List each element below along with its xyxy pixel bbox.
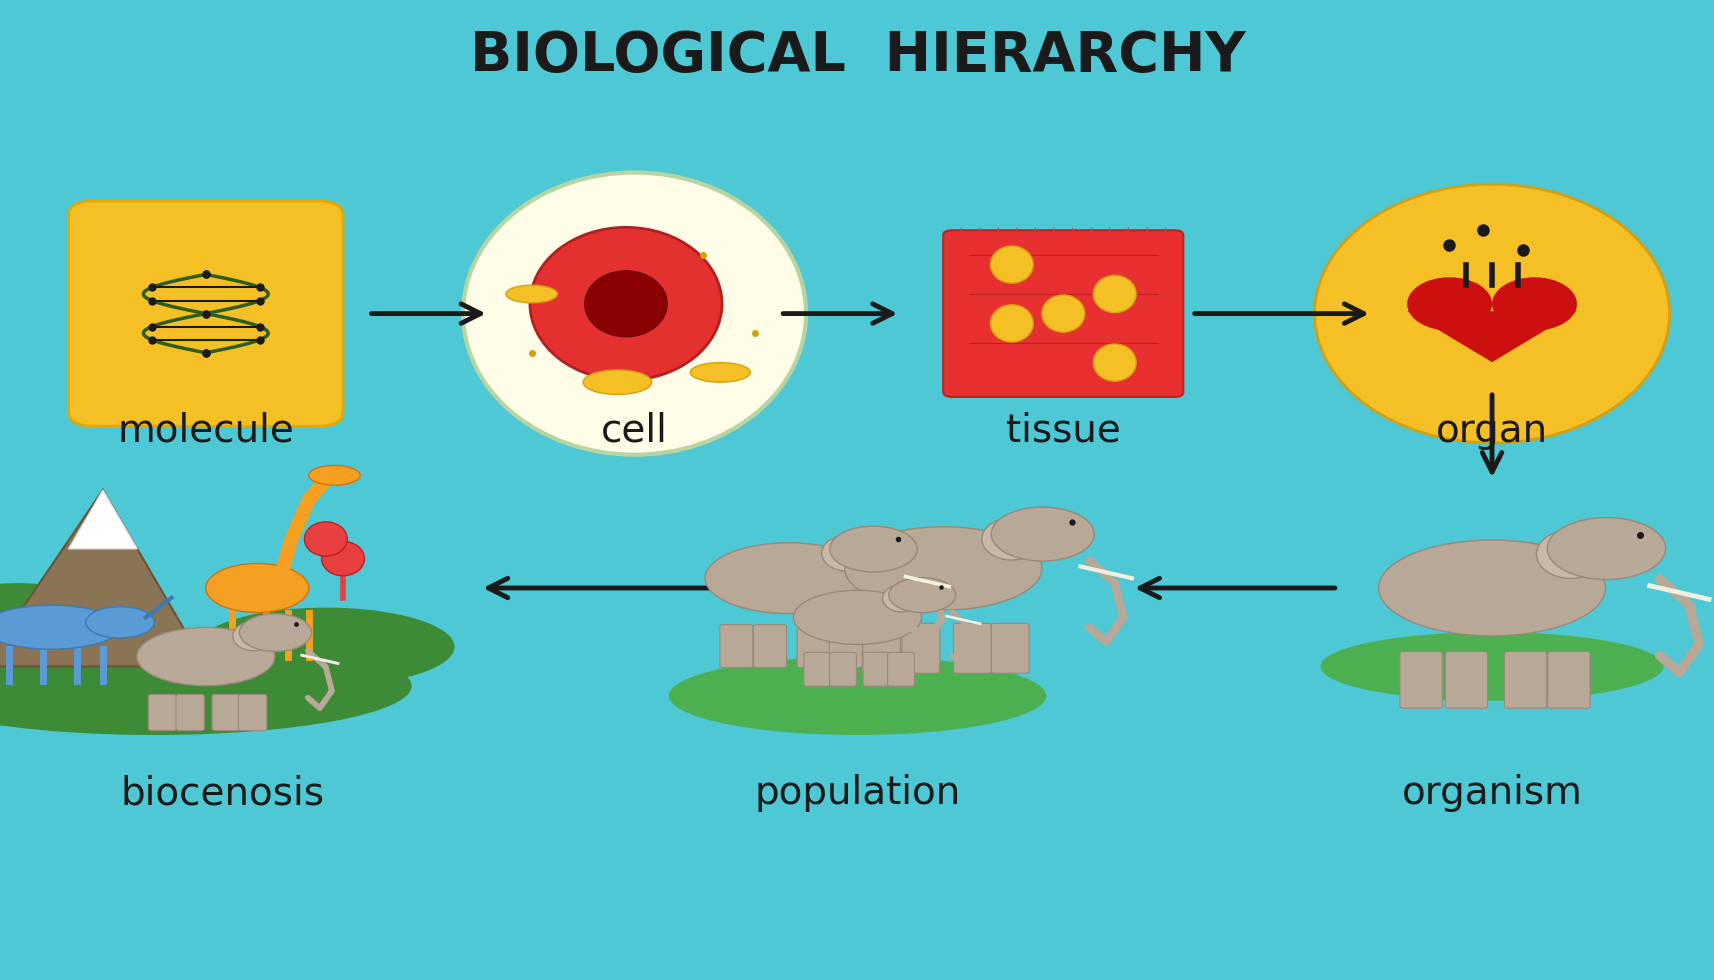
- Polygon shape: [1082, 226, 1100, 264]
- Ellipse shape: [991, 508, 1094, 561]
- Polygon shape: [951, 226, 970, 264]
- Ellipse shape: [821, 535, 872, 571]
- Text: population: population: [754, 774, 960, 812]
- Text: organism: organism: [1400, 774, 1582, 812]
- Text: organ: organ: [1435, 412, 1548, 450]
- Ellipse shape: [137, 627, 274, 686]
- Ellipse shape: [1546, 517, 1664, 579]
- FancyBboxPatch shape: [830, 624, 862, 667]
- Polygon shape: [1025, 226, 1044, 264]
- Ellipse shape: [233, 621, 274, 651]
- Ellipse shape: [1094, 344, 1136, 381]
- FancyBboxPatch shape: [147, 695, 177, 731]
- Ellipse shape: [303, 521, 346, 556]
- FancyBboxPatch shape: [888, 653, 914, 686]
- Text: cell: cell: [602, 412, 667, 450]
- FancyBboxPatch shape: [991, 623, 1028, 673]
- Ellipse shape: [506, 285, 557, 303]
- FancyBboxPatch shape: [720, 624, 752, 667]
- Polygon shape: [0, 490, 206, 666]
- FancyBboxPatch shape: [1445, 652, 1486, 709]
- Ellipse shape: [991, 246, 1032, 283]
- Ellipse shape: [1378, 540, 1604, 636]
- Ellipse shape: [0, 637, 411, 735]
- Polygon shape: [1405, 312, 1577, 363]
- Polygon shape: [1008, 226, 1025, 264]
- Ellipse shape: [583, 369, 651, 394]
- Ellipse shape: [0, 605, 120, 650]
- Ellipse shape: [1042, 295, 1085, 332]
- Ellipse shape: [530, 227, 722, 380]
- FancyBboxPatch shape: [1399, 652, 1441, 709]
- Polygon shape: [1100, 226, 1118, 264]
- FancyBboxPatch shape: [797, 624, 830, 667]
- Ellipse shape: [1536, 530, 1604, 578]
- Polygon shape: [970, 226, 989, 264]
- Ellipse shape: [206, 564, 309, 612]
- Ellipse shape: [309, 466, 360, 485]
- Ellipse shape: [1405, 277, 1491, 330]
- Text: biocenosis: biocenosis: [122, 774, 324, 812]
- Ellipse shape: [1313, 184, 1669, 443]
- FancyBboxPatch shape: [69, 201, 343, 426]
- FancyBboxPatch shape: [177, 695, 204, 731]
- FancyBboxPatch shape: [862, 653, 890, 686]
- FancyBboxPatch shape: [752, 624, 787, 667]
- Ellipse shape: [584, 270, 667, 337]
- Ellipse shape: [463, 172, 806, 455]
- Text: tissue: tissue: [1006, 412, 1119, 450]
- Ellipse shape: [1491, 277, 1577, 330]
- Ellipse shape: [982, 518, 1042, 561]
- Ellipse shape: [689, 363, 751, 382]
- Ellipse shape: [888, 577, 955, 612]
- FancyBboxPatch shape: [804, 653, 830, 686]
- FancyBboxPatch shape: [953, 623, 991, 673]
- Ellipse shape: [883, 585, 920, 612]
- FancyBboxPatch shape: [830, 653, 855, 686]
- FancyBboxPatch shape: [213, 695, 240, 731]
- Ellipse shape: [0, 583, 120, 671]
- Ellipse shape: [845, 527, 1042, 610]
- FancyBboxPatch shape: [902, 623, 939, 673]
- FancyBboxPatch shape: [1503, 652, 1546, 709]
- Ellipse shape: [322, 541, 365, 575]
- Polygon shape: [1044, 226, 1063, 264]
- FancyBboxPatch shape: [943, 230, 1183, 397]
- Polygon shape: [1063, 226, 1082, 264]
- Polygon shape: [1155, 226, 1174, 264]
- Ellipse shape: [86, 607, 154, 638]
- Ellipse shape: [794, 590, 920, 645]
- Polygon shape: [1136, 226, 1155, 264]
- Polygon shape: [1119, 226, 1136, 264]
- Ellipse shape: [240, 613, 312, 652]
- Ellipse shape: [1320, 632, 1663, 701]
- FancyBboxPatch shape: [862, 623, 900, 673]
- Polygon shape: [989, 226, 1006, 264]
- FancyBboxPatch shape: [1548, 652, 1589, 709]
- Ellipse shape: [1094, 275, 1136, 313]
- Text: molecule: molecule: [117, 412, 295, 450]
- Ellipse shape: [197, 608, 454, 686]
- Text: BIOLOGICAL  HIERARCHY: BIOLOGICAL HIERARCHY: [470, 29, 1244, 83]
- Ellipse shape: [991, 305, 1032, 342]
- FancyBboxPatch shape: [238, 695, 267, 731]
- Polygon shape: [69, 490, 137, 549]
- Ellipse shape: [704, 543, 872, 613]
- Ellipse shape: [668, 657, 1046, 735]
- Ellipse shape: [830, 526, 917, 572]
